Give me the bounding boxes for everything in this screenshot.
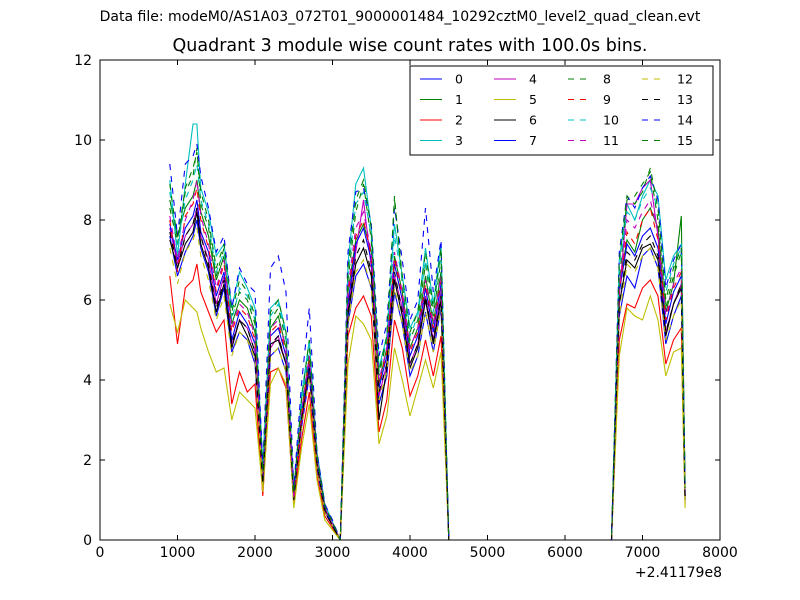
series-line-1 [169,179,686,540]
legend-label-3: 3 [455,133,463,148]
legend-label-14: 14 [677,113,693,128]
legend-label-1: 1 [455,92,463,107]
legend-label-13: 13 [677,92,693,107]
y-tick-label: 0 [83,533,92,549]
legend-label-8: 8 [603,72,611,87]
y-tick-label: 10 [74,133,92,149]
series-line-14 [169,143,686,540]
series-line-5 [169,294,686,540]
axis-layer: 0 1000 2000 3000 4000 5000 6000 7000 80000246810… [74,53,738,561]
legend-box [409,65,714,156]
x-tick-label: 2000 [237,545,273,561]
legend-label-15: 15 [677,133,693,148]
legend-label-5: 5 [529,92,537,107]
x-tick-label: 6000 [547,545,583,561]
x-tick-label: 5000 [470,545,506,561]
x-tick-label: 1000 [160,545,196,561]
x-tick-label: 8000 [702,545,738,561]
series-layer [169,123,686,540]
series-line-11 [169,179,686,540]
chart-title: Quadrant 3 module wise count rates with … [172,36,648,56]
legend-label-7: 7 [529,133,537,148]
x-offset-label: +2.41179e8 [635,565,722,581]
series-line-3 [169,123,686,540]
x-tick-label: 0 [96,545,105,561]
y-tick-label: 8 [83,213,92,229]
series-line-15 [169,151,686,540]
series-line-10 [169,163,686,540]
figure-supertitle: Data file: modeM0/AS1A03_072T01_90000014… [99,9,701,25]
legend-label-4: 4 [529,72,537,87]
legend-label-10: 10 [603,113,619,128]
y-tick-label: 12 [74,53,92,69]
series-line-2 [169,263,686,540]
y-tick-label: 4 [83,373,92,389]
series-line-13 [169,207,686,540]
legend-label-9: 9 [603,92,611,107]
series-line-4 [169,178,686,540]
series-line-7 [169,199,686,540]
legend-label-0: 0 [455,72,463,87]
x-tick-label: 7000 [625,545,661,561]
series-line-12 [169,227,686,540]
series-line-8 [169,147,686,540]
series-line-9 [169,187,686,540]
legend-label-12: 12 [677,72,693,87]
x-tick-label: 4000 [392,545,428,561]
y-tick-label: 6 [83,293,92,309]
legend-label-2: 2 [455,113,463,128]
x-tick-label: 3000 [315,545,351,561]
legend-label-11: 11 [603,133,619,148]
y-tick-label: 2 [83,453,92,469]
legend-label-6: 6 [529,113,537,128]
